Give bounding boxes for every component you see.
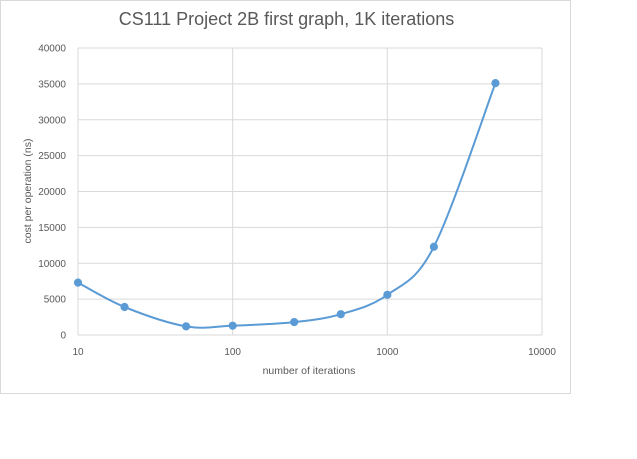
x-tick-label: 100 <box>224 347 241 358</box>
x-axis-ticks: 10 100 1000 10000 <box>72 347 556 358</box>
y-tick-label: 20000 <box>38 187 66 198</box>
y-tick-label: 35000 <box>38 79 66 90</box>
chart-title: CS111 Project 2B first graph, 1K iterati… <box>118 9 455 29</box>
chart-frame: CS111 Project 2B first graph, 1K iterati… <box>0 0 571 394</box>
data-point <box>383 290 392 299</box>
x-tick-label: 10000 <box>528 347 556 358</box>
y-tick-label: 5000 <box>44 295 67 306</box>
data-point <box>491 79 500 88</box>
data-point <box>290 317 299 327</box>
y-axis-label: cost per operation (ns) <box>22 138 34 243</box>
data-series <box>73 79 500 331</box>
gridlines <box>77 47 543 336</box>
data-point <box>73 278 83 287</box>
data-point <box>182 322 191 331</box>
y-tick-label: 40000 <box>38 44 66 55</box>
x-axis-label: number of iterations <box>263 365 356 377</box>
y-tick-label: 30000 <box>38 115 66 126</box>
data-point <box>429 242 438 251</box>
data-point <box>336 310 345 319</box>
y-tick-label: 15000 <box>38 223 66 234</box>
y-axis-ticks: 0 5000 10000 15000 20000 25000 30000 35000 40000 <box>38 44 66 342</box>
y-tick-label: 0 <box>60 331 66 342</box>
data-point <box>228 321 237 330</box>
x-tick-label: 10 <box>72 347 84 358</box>
y-tick-label: 10000 <box>38 259 66 270</box>
x-tick-label: 1000 <box>376 347 399 358</box>
y-tick-label: 25000 <box>38 151 66 162</box>
data-point <box>120 302 129 312</box>
